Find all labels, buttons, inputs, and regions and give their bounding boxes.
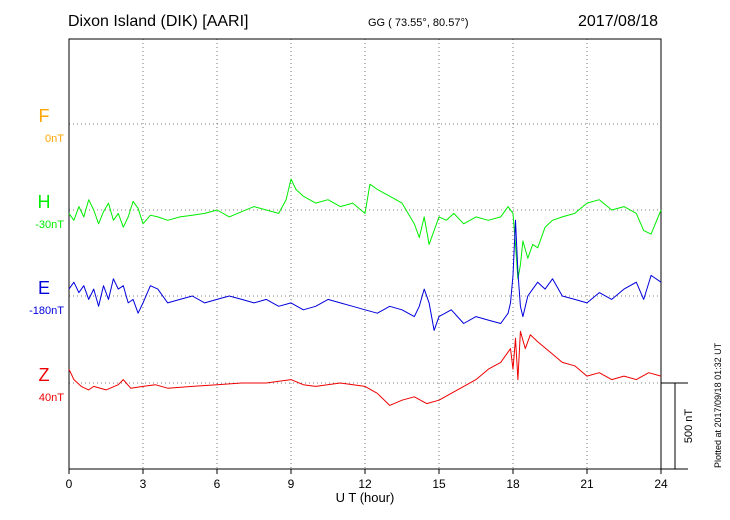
x-tick-label: 9 bbox=[288, 477, 295, 491]
grid-lines bbox=[69, 39, 661, 469]
channel-baseline-e: -180nT bbox=[29, 305, 64, 317]
channel-baseline-f: 0nT bbox=[45, 133, 64, 145]
channel-labels: F 0nT H -30nT E -180nT Z 40nT bbox=[29, 106, 64, 404]
x-tick-label: 15 bbox=[432, 477, 446, 491]
series-line-e bbox=[68, 219, 662, 331]
chart-date: 2017/08/18 bbox=[578, 13, 659, 30]
channel-letter-z: Z bbox=[39, 365, 50, 385]
x-axis-ticks: 0 3 6 9 12 15 18 21 24 bbox=[66, 469, 668, 491]
series-line-z bbox=[68, 330, 662, 406]
channel-letter-e: E bbox=[38, 278, 50, 298]
x-tick-label: 21 bbox=[580, 477, 594, 491]
channel-baseline-h: -30nT bbox=[35, 219, 64, 231]
x-tick-label: 0 bbox=[66, 477, 73, 491]
channel-letter-h: H bbox=[38, 192, 51, 212]
series-group bbox=[68, 178, 662, 406]
scale-bar: 500 nT bbox=[661, 382, 695, 470]
x-tick-label: 24 bbox=[654, 477, 668, 491]
series-line-h bbox=[68, 178, 662, 280]
x-axis-label: U T (hour) bbox=[336, 490, 395, 505]
x-tick-label: 6 bbox=[214, 477, 221, 491]
plotted-at-note: Plotted at 2017/09/18 01:32 UT bbox=[713, 342, 723, 468]
x-tick-label: 12 bbox=[358, 477, 372, 491]
x-tick-label: 18 bbox=[506, 477, 520, 491]
channel-baseline-z: 40nT bbox=[39, 392, 64, 404]
x-tick-label: 3 bbox=[140, 477, 147, 491]
scale-bar-label: 500 nT bbox=[683, 409, 695, 444]
station-coordinates: GG ( 73.55°, 80.57°) bbox=[368, 17, 469, 29]
channel-letter-f: F bbox=[39, 106, 50, 126]
station-title: Dixon Island (DIK) [AARI] bbox=[68, 13, 249, 30]
